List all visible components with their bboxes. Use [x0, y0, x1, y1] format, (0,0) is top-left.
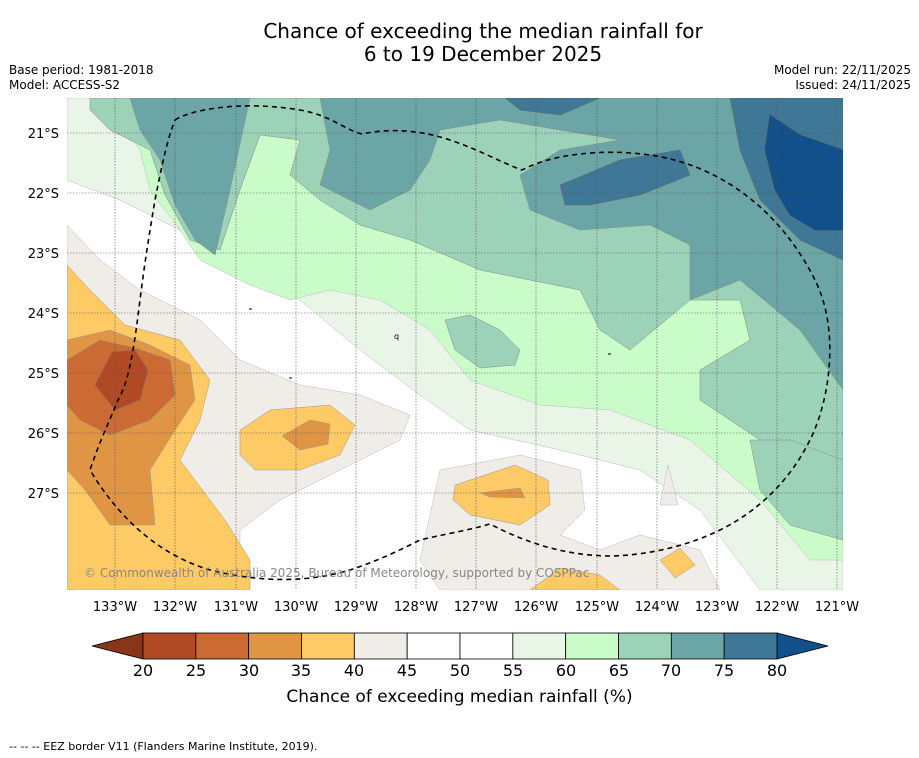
colorbar: 20 25 30 35 40 45 50 55 60 65 70 75 80 — [91, 632, 829, 680]
contour-30-35-mid — [281, 419, 331, 451]
lon-label: 130°W — [274, 600, 318, 615]
base-period-text: Base period: 1981-2018 — [9, 63, 154, 77]
colorbar-tick: 70 — [661, 661, 681, 680]
colorbar-tick: 30 — [239, 661, 259, 680]
contour-70-75-north — [319, 98, 843, 391]
map-title: Chance of exceeding the median rainfall … — [0, 20, 919, 66]
lat-label: 24°S — [28, 307, 59, 322]
lon-label: 124°W — [635, 600, 679, 615]
lon-label: 131°W — [214, 600, 258, 615]
lat-label: 23°S — [28, 247, 59, 262]
contour-75-80-mid — [559, 149, 691, 206]
lat-label: 22°S — [28, 187, 59, 202]
lat-label: 25°S — [28, 367, 59, 382]
lon-label: 132°W — [153, 600, 197, 615]
colorbar-high-arrow — [776, 632, 829, 660]
lon-label: 129°W — [334, 600, 378, 615]
meta-left: Base period: 1981-2018 Model: ACCESS-S2 — [9, 63, 154, 93]
meta-right: Model run: 22/11/2025 Issued: 24/11/2025 — [774, 63, 911, 93]
contour-above-80 — [764, 114, 843, 231]
lon-label: 123°W — [695, 600, 739, 615]
contour-65-70-east — [749, 439, 843, 541]
colorbar-tick: 40 — [344, 661, 364, 680]
lon-label: 121°W — [815, 600, 859, 615]
contour-35-40-east — [659, 547, 696, 579]
colorbar-cell — [248, 632, 302, 660]
grid-lines — [67, 98, 843, 590]
colorbar-cell — [353, 632, 408, 660]
colorbar-cell — [618, 632, 672, 660]
lon-label: 126°W — [514, 600, 558, 615]
colorbar-cell — [512, 632, 567, 660]
lon-label: 125°W — [575, 600, 619, 615]
colorbar-tick: 45 — [397, 661, 417, 680]
copyright-text: © Commonwealth of Australia 2025, Bureau… — [84, 566, 589, 580]
colorbar-tick: 20 — [133, 661, 153, 680]
eez-border — [89, 105, 831, 581]
lon-label: 128°W — [394, 600, 438, 615]
colorbar-cell — [670, 632, 725, 660]
colorbar-low-arrow — [91, 632, 144, 660]
lon-label: 122°W — [755, 600, 799, 615]
colorbar-tick: 55 — [503, 661, 523, 680]
colorbar-tick: 35 — [291, 661, 311, 680]
colorbar-cell — [142, 632, 197, 660]
contour-70-75 — [129, 98, 251, 256]
colorbar-tick: 65 — [609, 661, 629, 680]
lat-label: 27°S — [28, 487, 59, 502]
model-text: Model: ACCESS-S2 — [9, 78, 121, 92]
contour-40-45-east-spot — [659, 464, 679, 506]
colorbar-tick: 75 — [714, 661, 734, 680]
map-title-line1: Chance of exceeding the median rainfall … — [263, 19, 703, 43]
contour-75-80-top — [504, 98, 601, 116]
model-run-text: Model run: 22/11/2025 — [773, 63, 911, 77]
lon-label: 133°W — [93, 600, 137, 615]
colorbar-tick: 50 — [450, 661, 470, 680]
lat-label: 21°S — [28, 127, 59, 142]
colorbar-cell — [723, 632, 778, 660]
colorbar-cell — [565, 632, 619, 660]
contour-65-70-island — [444, 314, 521, 369]
stray-label: q — [394, 332, 399, 341]
colorbar-title: Chance of exceeding median rainfall (%) — [286, 687, 633, 707]
colorbar-cell — [301, 632, 355, 660]
lat-label: 26°S — [28, 427, 59, 442]
contour-35-40-south2 — [529, 567, 621, 590]
map-title-line2: 6 to 19 December 2025 — [363, 42, 603, 66]
lon-label: 127°W — [454, 600, 498, 615]
latitude-labels: 21°S 22°S 23°S 24°S 25°S 26°S 27°S — [28, 127, 59, 502]
colorbar-tick: 80 — [767, 661, 787, 680]
colorbar-cell — [459, 632, 514, 660]
colorbar-cell — [195, 632, 250, 660]
colorbar-tick: 25 — [186, 661, 206, 680]
footnote: -- -- -- EEZ border V11 (Flanders Marine… — [9, 740, 318, 753]
colorbar-cell — [406, 632, 461, 660]
rainfall-map: q © Commonwealth of Australia 2025, Bure… — [67, 98, 843, 590]
colorbar-tick: 60 — [556, 661, 576, 680]
longitude-labels: 133°W 132°W 131°W 130°W 129°W 128°W 127°… — [93, 600, 859, 615]
issued-text: Issued: 24/11/2025 — [795, 78, 911, 92]
